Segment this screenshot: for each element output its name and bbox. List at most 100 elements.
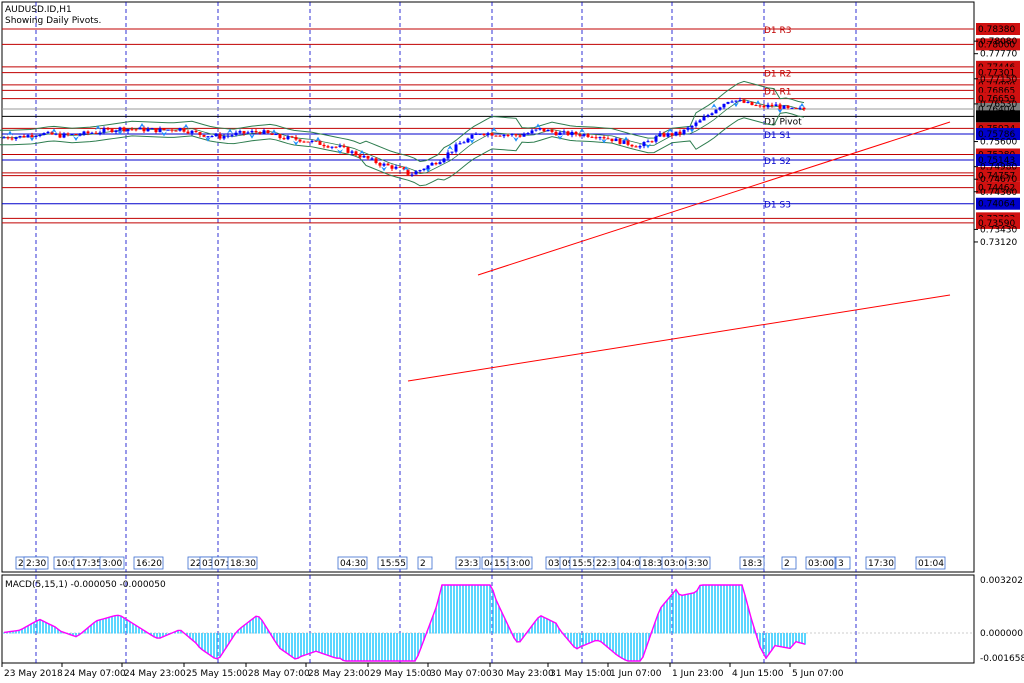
time-marker-box xyxy=(417,556,433,570)
time-marker-label: 07:40 xyxy=(214,559,240,569)
candle-body xyxy=(670,133,674,136)
macd-hist-bar xyxy=(405,633,407,662)
macd-hist-bar xyxy=(324,633,326,655)
macd-hist-bar xyxy=(186,633,188,637)
macd-hist-bar xyxy=(417,633,419,657)
level-74757-price-text: 0.74757 xyxy=(978,172,1015,182)
candle-body xyxy=(190,130,194,134)
candle-body xyxy=(6,137,10,139)
time-marker-label: 3 xyxy=(838,559,844,569)
candle-body xyxy=(510,134,514,136)
d1-r2-level-price-text: 0.77301 xyxy=(978,69,1015,79)
candle-body xyxy=(654,136,658,142)
candle-body xyxy=(718,107,722,110)
macd-hist-bar xyxy=(204,633,206,653)
candle-body xyxy=(126,129,130,132)
candle-body xyxy=(374,158,378,163)
macd-hist-bar xyxy=(108,617,110,634)
candle-body xyxy=(634,146,638,148)
macd-hist-bar xyxy=(459,585,461,634)
fractal-up-icon xyxy=(579,127,585,133)
candle-body xyxy=(578,134,582,136)
candle-body xyxy=(450,151,454,153)
candle-body xyxy=(710,113,714,115)
candle-body xyxy=(330,146,334,148)
candle-body xyxy=(174,130,178,132)
candle-body xyxy=(550,129,554,132)
macd-hist-bar xyxy=(216,633,218,660)
time-marker-box xyxy=(99,556,125,570)
macd-hist-bar xyxy=(189,633,191,639)
macd-hist-bar xyxy=(390,633,392,662)
candle-body xyxy=(542,128,546,132)
macd-hist-bar xyxy=(342,633,344,661)
macd-hist-bar xyxy=(120,615,122,634)
candle-body xyxy=(138,127,142,130)
candle-body xyxy=(494,135,498,137)
candle-body xyxy=(150,128,154,130)
macd-hist-bar xyxy=(360,633,362,662)
candle-body xyxy=(298,139,302,142)
bollinger-lower xyxy=(0,112,805,187)
macd-hist-bar xyxy=(213,633,215,659)
macd-hist-bar xyxy=(633,633,635,662)
candle-body xyxy=(430,163,434,166)
candle-body xyxy=(378,162,382,166)
macd-hist-bar xyxy=(42,621,44,634)
candle-body xyxy=(358,155,362,158)
macd-hist-bar xyxy=(780,633,782,648)
time-marker-label: 15:55 xyxy=(572,559,598,569)
candle-body xyxy=(214,134,218,137)
macd-hist-bar xyxy=(795,633,797,643)
macd-hist-bar xyxy=(303,633,305,656)
macd-hist-bar xyxy=(624,633,626,661)
macd-hist-bar xyxy=(48,623,50,634)
candle-body xyxy=(322,144,326,147)
macd-hist-bar xyxy=(117,615,119,634)
macd-hist-bar xyxy=(774,633,776,647)
fractal-up-icon xyxy=(623,136,629,142)
macd-hist-bar xyxy=(252,618,254,634)
candle-body xyxy=(254,131,258,133)
macd-hist-bar xyxy=(627,633,629,662)
candle-body xyxy=(122,127,126,132)
macd-hist-bar xyxy=(363,633,365,662)
fractal-up-icon xyxy=(7,130,13,136)
macd-hist-bar xyxy=(165,633,167,637)
candle-body xyxy=(246,132,250,134)
time-marker-label: 10:00 xyxy=(56,559,82,569)
candle-body xyxy=(666,133,670,137)
candle-body xyxy=(30,135,34,137)
macd-hist-bar xyxy=(414,633,416,662)
time-marker-box xyxy=(865,556,896,570)
candle-body xyxy=(526,133,530,135)
macd-hist-bar xyxy=(135,625,137,634)
macd-hist-bar xyxy=(486,585,488,634)
time-marker-box xyxy=(685,556,711,570)
macd-hist-bar xyxy=(369,633,371,662)
candle-body xyxy=(466,138,470,143)
fractal-up-icon xyxy=(667,127,673,133)
macd-hist-bar xyxy=(384,633,386,662)
candle-body xyxy=(310,140,314,142)
macd-hist-bar xyxy=(84,630,86,634)
candle-body xyxy=(306,141,310,143)
candle-body xyxy=(14,137,18,140)
macd-hist-bar xyxy=(753,627,755,634)
macd-hist-bar xyxy=(432,615,434,634)
d1-r3-level-price-text: 0.78380 xyxy=(978,25,1015,35)
candle-body xyxy=(350,151,354,153)
candle-body xyxy=(142,127,146,132)
macd-hist-bar xyxy=(789,633,791,649)
macd-hist-bar xyxy=(159,633,161,639)
macd-hist-bar xyxy=(249,620,251,634)
fractal-up-icon xyxy=(711,103,717,109)
d1-s3-level-price-text: 0.74064 xyxy=(978,200,1015,210)
candle-body xyxy=(98,132,102,134)
candle-body xyxy=(406,169,410,175)
price-axis-labels: 0.783800.780000.774460.773010.770000.768… xyxy=(974,23,1020,248)
macd-hist-bar xyxy=(750,617,752,634)
candle-body xyxy=(426,165,430,169)
time-marker-label: 03:00 xyxy=(808,559,834,569)
